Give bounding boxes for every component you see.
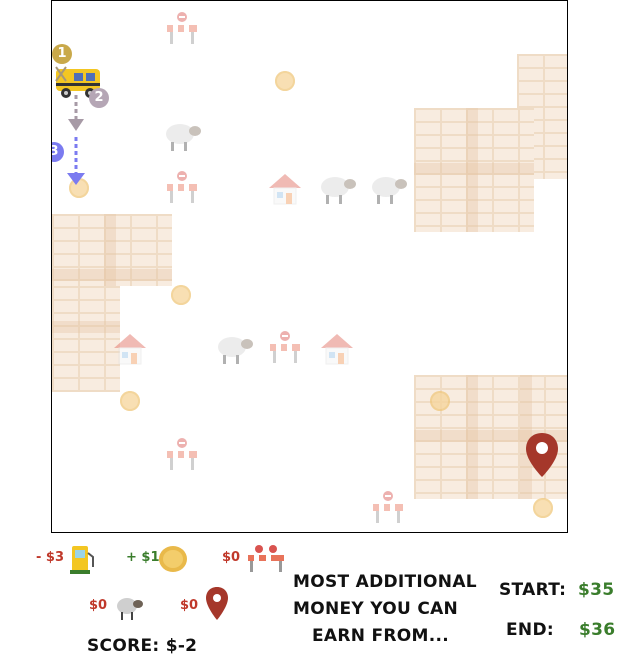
coin-icon — [275, 71, 295, 91]
school-bus-icon[interactable] — [52, 63, 104, 101]
fuel-pump-icon — [70, 546, 94, 574]
path-marker-2: 2 — [89, 88, 109, 108]
house-icon — [269, 174, 301, 205]
path-arrows — [67, 95, 85, 185]
end-value: $36 — [579, 620, 616, 640]
road-barrier-icon — [167, 438, 197, 470]
legend-fuel-value: - $3 — [36, 550, 65, 565]
road-barrier-icon — [270, 331, 300, 363]
coin-icon — [159, 546, 187, 572]
house-icon — [114, 334, 146, 365]
road-barrier-icon — [167, 171, 197, 203]
coin-icon — [120, 391, 140, 411]
road-barrier-icon — [373, 491, 403, 523]
path-marker-3: 3 — [52, 142, 64, 162]
road-barrier-icon — [248, 545, 284, 572]
brick-area — [52, 286, 120, 392]
start-value: $35 — [578, 580, 615, 600]
path-marker-1: 1 — [52, 44, 72, 64]
sheep-icon — [372, 177, 407, 204]
question-line-2: MONEY YOU CAN — [293, 599, 459, 619]
road-barrier-icon — [167, 12, 197, 44]
coin-icon — [171, 285, 191, 305]
house-icon — [321, 334, 353, 365]
sheep-icon — [218, 337, 253, 364]
start-label: START: — [499, 580, 567, 600]
score-label: SCORE: $-2 — [87, 636, 198, 656]
legend-destination-value: $0 — [180, 598, 199, 613]
question-line-1: MOST ADDITIONAL — [293, 572, 477, 592]
coin-icon — [69, 178, 89, 198]
sheep-icon — [117, 598, 143, 620]
destination-pin-icon — [526, 433, 558, 477]
brick-area — [52, 214, 172, 286]
sheep-icon — [166, 124, 201, 151]
map-pin-icon — [206, 587, 228, 620]
legend-barrier-value: $0 — [222, 550, 241, 565]
legend-coin-value: + $1 — [126, 550, 160, 565]
brick-area — [414, 108, 534, 232]
coin-icon — [533, 498, 553, 518]
sheep-icon — [321, 177, 356, 204]
legend-sheep-value: $0 — [89, 598, 108, 613]
game-board[interactable]: 1 2 3 — [51, 0, 568, 533]
end-label: END: — [506, 620, 554, 640]
question-line-3: EARN FROM... — [312, 626, 450, 646]
coin-icon — [430, 391, 450, 411]
